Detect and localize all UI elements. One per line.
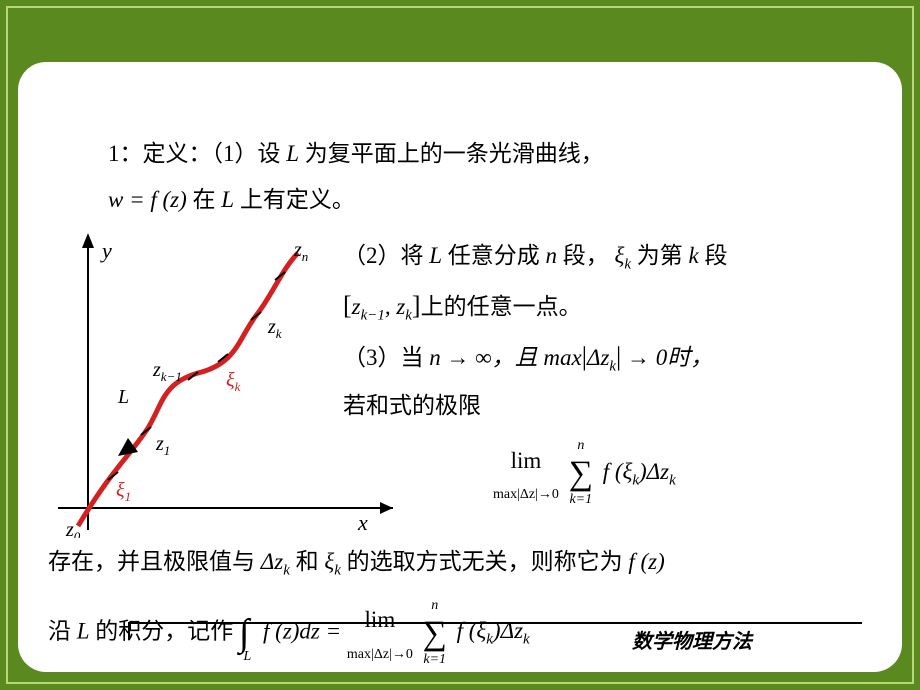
- sym-L: L: [286, 141, 299, 166]
- sym-k: k: [689, 243, 699, 268]
- dz: Δz: [587, 345, 609, 370]
- r1: （2）将 L 任意分成 n 段， ξk 为第 k 段: [343, 234, 913, 279]
- sym-L: L: [429, 243, 442, 268]
- sym-fz: f (z): [150, 187, 186, 212]
- r2: [zk−1, zk]上的任意一点。: [343, 281, 913, 330]
- svg-text:L: L: [117, 386, 129, 408]
- content-card: 1：定义：（1）设 L 为复平面上的一条光滑曲线， w = f (z) 在 L …: [18, 62, 902, 672]
- t: 段: [705, 243, 728, 268]
- eq: =: [129, 187, 150, 212]
- f: f (ξ: [603, 459, 633, 484]
- slide-body: 1：定义：（1）设 L 为复平面上的一条光滑曲线， w = f (z) 在 L …: [48, 132, 882, 652]
- sum: n ∑ k=1: [423, 593, 447, 673]
- t: 1：定义：（1）设: [108, 141, 281, 166]
- t: 和: [296, 549, 319, 574]
- sum-bot: k=1: [569, 487, 593, 514]
- lim: lim: [347, 598, 413, 642]
- bottom-block: 存在，并且极限值与 Δzk 和 ξk 的选取方式无关，则称它为 f (z) 沿 …: [48, 540, 872, 675]
- svg-text:y: y: [100, 238, 112, 263]
- sym-n: n: [429, 345, 441, 370]
- sub: k: [523, 632, 530, 648]
- lim-under: max|Δz|→0: [493, 482, 559, 509]
- comma: ,: [385, 294, 397, 319]
- t: 为复平面上的一条光滑曲线，: [305, 141, 604, 166]
- sub: k: [405, 308, 412, 324]
- limit: lim max|Δz|→0: [493, 439, 559, 509]
- sym-z: z: [396, 294, 405, 319]
- sum: n ∑ k=1: [569, 433, 593, 513]
- t: 存在，并且极限值与: [48, 549, 255, 574]
- dz: Δz: [261, 549, 283, 574]
- svg-text:z1: z1: [155, 433, 170, 458]
- limit-sum-1: lim max|Δz|→0 n ∑ k=1 f (ξk)Δzk: [493, 433, 913, 513]
- sigma-icon: ∑: [569, 460, 593, 487]
- lim-under: max|Δz|→0: [347, 642, 413, 669]
- t: 沿: [48, 618, 71, 643]
- t: 的选取方式无关，则称它为: [347, 549, 623, 574]
- arrow: → ∞，且: [447, 345, 538, 370]
- footer-label: 数学物理方法: [632, 625, 752, 654]
- svg-text:ξ1: ξ1: [116, 479, 131, 504]
- t: （2）将: [343, 243, 424, 268]
- limit: lim max|Δz|→0: [347, 598, 413, 668]
- L: L: [77, 618, 90, 643]
- t: 上的任意一点。: [421, 294, 582, 319]
- sym-xi: ξ: [615, 243, 625, 268]
- sub: k: [283, 563, 290, 579]
- sym-z: z: [352, 294, 361, 319]
- svg-text:zn: zn: [293, 239, 308, 264]
- def-line-1: 1：定义：（1）设 L 为复平面上的一条光滑曲线，: [108, 132, 882, 176]
- t: 为第: [637, 243, 683, 268]
- sub: k: [669, 473, 676, 489]
- sub: k: [632, 473, 639, 489]
- t: （3）当: [343, 345, 424, 370]
- t: 任意分成: [448, 243, 540, 268]
- svg-text:zk−1: zk−1: [152, 359, 182, 384]
- term: f (ξk)Δzk: [603, 459, 676, 484]
- sym-L: L: [221, 187, 234, 212]
- bracket: ]: [412, 291, 421, 320]
- bottom-1: 存在，并且极限值与 Δzk 和 ξk 的选取方式无关，则称它为 f (z): [48, 540, 872, 585]
- sub: k: [486, 632, 493, 648]
- t: 若和式的极限: [343, 393, 481, 418]
- int-sub: L: [243, 649, 251, 664]
- sum-bot: k=1: [423, 647, 447, 674]
- xi: ξ: [324, 549, 334, 574]
- sub: k−1: [361, 308, 385, 324]
- def-line-2: w = f (z) 在 L 上有定义。: [108, 178, 882, 222]
- r4: 若和式的极限: [343, 384, 913, 428]
- svg-text:ξk: ξk: [226, 369, 241, 394]
- sub: k: [334, 563, 341, 579]
- max: max: [543, 345, 581, 370]
- right-text-block: （2）将 L 任意分成 n 段， ξk 为第 k 段 [zk−1, zk]上的任…: [343, 234, 913, 516]
- sym-w: w: [108, 187, 123, 212]
- sym-n: n: [546, 243, 558, 268]
- to0: → 0时，: [621, 345, 713, 370]
- lim: lim: [493, 439, 559, 483]
- t: 上有定义。: [240, 187, 355, 212]
- svg-text:zk: zk: [267, 316, 282, 341]
- t: 在: [193, 187, 216, 212]
- sub: k: [624, 257, 631, 273]
- mid: )Δz: [639, 459, 669, 484]
- bracket: [: [343, 291, 352, 320]
- footer-tick: [128, 624, 130, 640]
- footer-rule: [128, 622, 862, 624]
- fz: f (z): [628, 549, 664, 574]
- t: 段，: [563, 243, 609, 268]
- r3: （3）当 n → ∞，且 max|Δzk| → 0时，: [343, 332, 913, 381]
